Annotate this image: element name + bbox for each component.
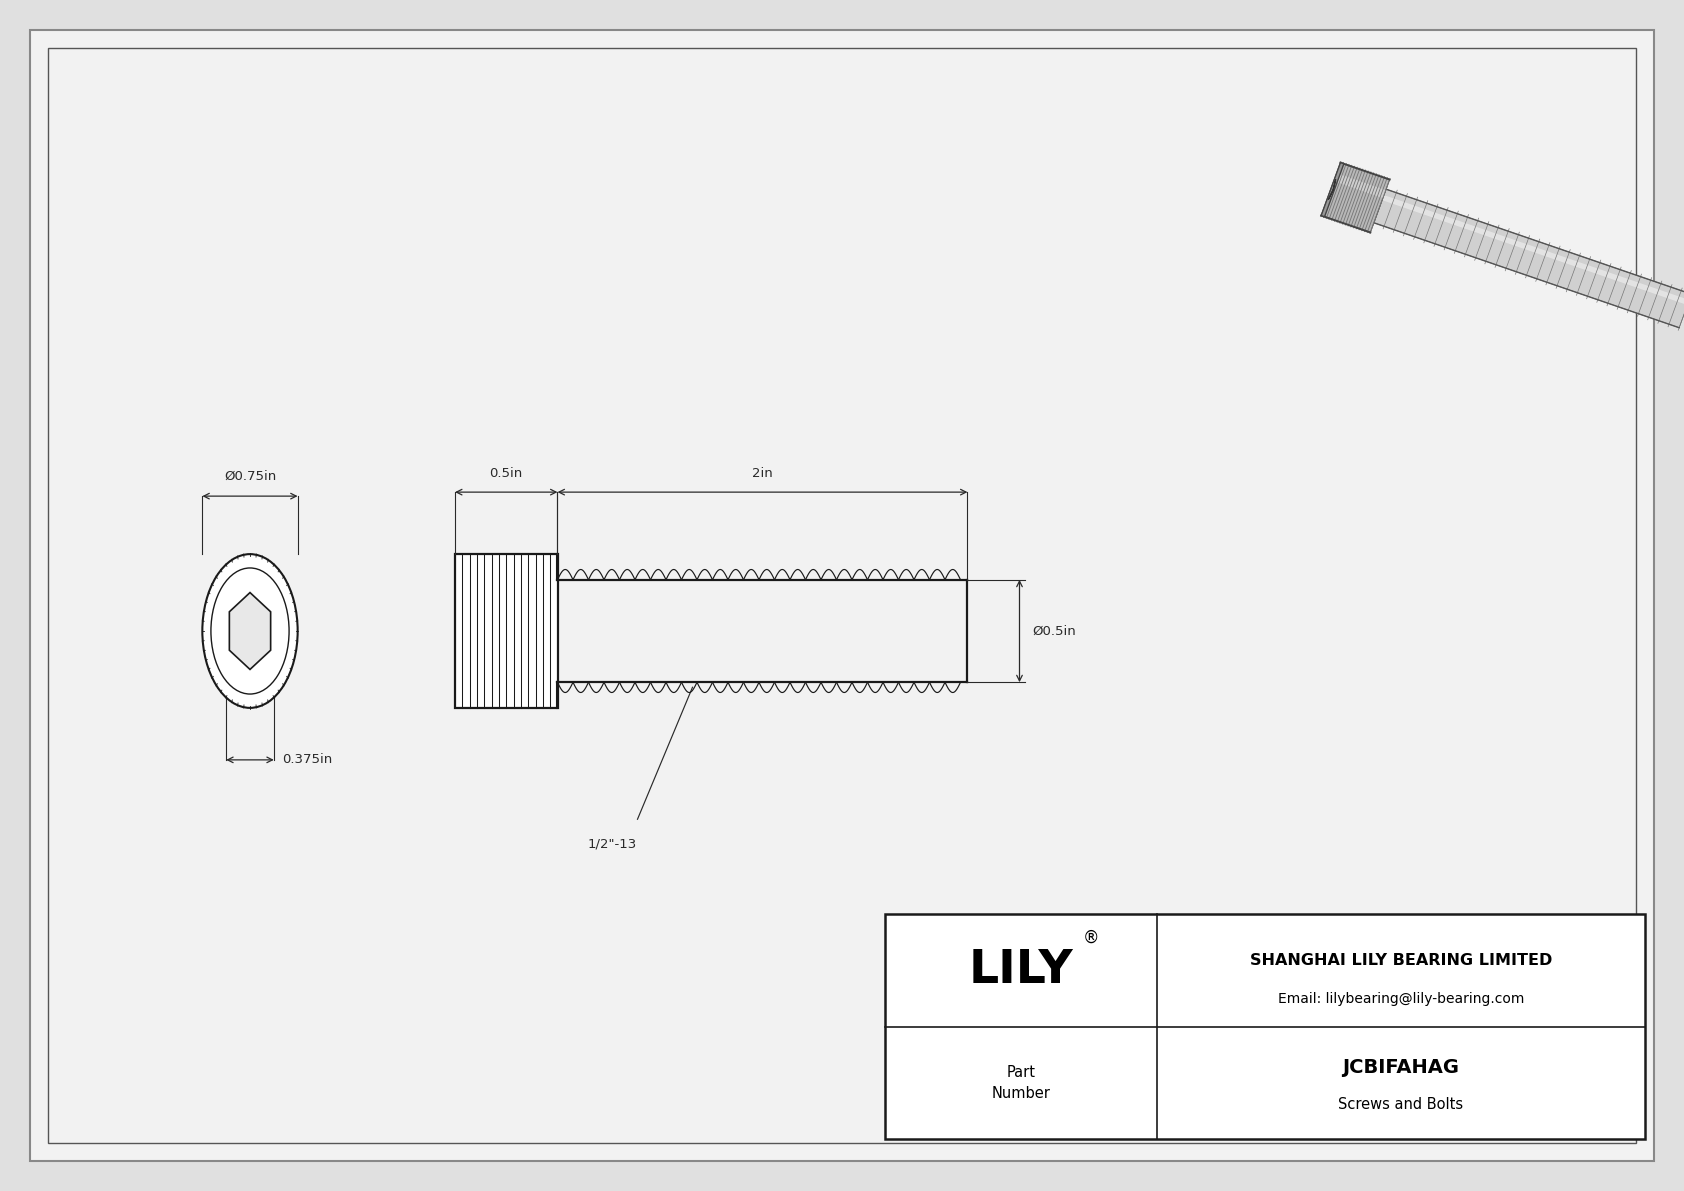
Polygon shape: [1322, 163, 1389, 232]
Text: Ø0.5in: Ø0.5in: [1032, 624, 1076, 637]
Ellipse shape: [210, 568, 290, 694]
Ellipse shape: [202, 554, 298, 707]
Text: ®: ®: [1083, 928, 1100, 947]
Text: LILY: LILY: [968, 948, 1073, 993]
Text: Ø0.75in: Ø0.75in: [224, 470, 276, 484]
Text: Email: lilybearing@lily-bearing.com: Email: lilybearing@lily-bearing.com: [1278, 991, 1524, 1005]
Text: JCBIFAHAG: JCBIFAHAG: [1342, 1059, 1460, 1077]
Polygon shape: [1329, 180, 1335, 200]
Polygon shape: [229, 593, 271, 669]
Text: 2in: 2in: [753, 467, 773, 480]
Text: Part
Number: Part Number: [992, 1065, 1051, 1100]
Text: 1/2"-13: 1/2"-13: [588, 837, 637, 850]
Polygon shape: [1334, 173, 1386, 198]
Text: 0.375in: 0.375in: [281, 754, 332, 766]
Bar: [886, 913, 1645, 1139]
Polygon shape: [1322, 163, 1344, 217]
Polygon shape: [1374, 189, 1684, 328]
Bar: [455, 554, 557, 707]
Text: Screws and Bolts: Screws and Bolts: [1339, 1097, 1463, 1112]
Polygon shape: [1383, 195, 1684, 305]
Text: SHANGHAI LILY BEARING LIMITED: SHANGHAI LILY BEARING LIMITED: [1250, 953, 1553, 968]
Text: 0.5in: 0.5in: [490, 467, 522, 480]
